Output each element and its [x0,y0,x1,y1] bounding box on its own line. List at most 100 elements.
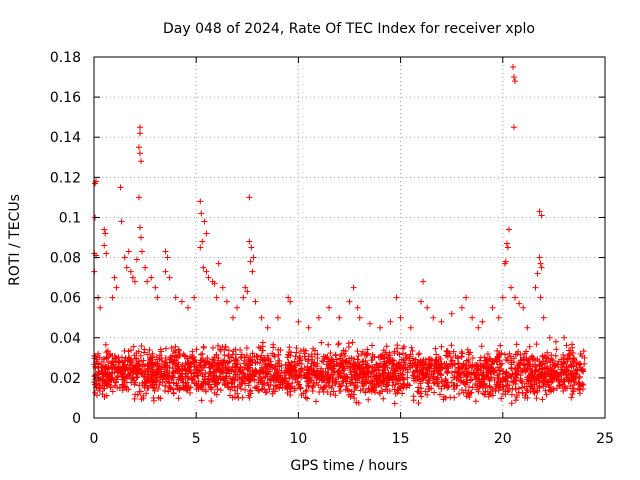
data-point [424,370,431,377]
data-point [465,389,472,396]
data-point [129,363,136,370]
data-point [327,350,334,357]
data-point [206,370,213,377]
data-point [565,367,572,374]
data-point [465,359,472,366]
data-point [120,368,127,375]
data-point [215,379,222,386]
data-point [185,368,192,375]
data-point [348,388,355,395]
data-point [231,360,238,367]
data-point [546,334,553,341]
data-point [286,344,293,351]
data-point [305,374,312,381]
data-point [277,347,284,354]
data-point [137,388,144,395]
y-tick-label: 0.18 [50,50,81,66]
data-point [267,381,274,388]
data-point [148,274,155,281]
data-point [391,350,398,357]
data-point [480,371,487,378]
data-point [166,384,173,391]
data-point [345,343,352,350]
data-point [259,368,266,375]
data-point [190,355,197,362]
data-point [351,368,358,375]
data-point [359,361,366,368]
data-point [140,395,147,402]
data-point [245,382,252,389]
data-point [150,379,157,386]
data-point [269,390,276,397]
data-point [300,390,307,397]
data-point [118,354,125,361]
data-point [434,379,441,386]
data-point [560,351,567,358]
data-point [284,367,291,374]
data-point [435,354,442,361]
data-point [368,385,375,392]
data-point [149,350,156,357]
data-point [510,64,517,71]
data-point [116,358,123,365]
data-point [159,379,166,386]
data-point [435,383,442,390]
data-point [287,370,294,377]
data-point [93,392,100,399]
data-point [103,392,110,399]
data-point [438,378,445,385]
data-point [498,366,505,373]
data-point [383,343,390,350]
data-point [575,374,582,381]
data-point [228,367,235,374]
data-point [304,382,311,389]
data-point [556,382,563,389]
data-point [95,384,102,391]
data-point [142,264,149,271]
data-point [96,388,103,395]
data-point [501,351,508,358]
data-point [258,314,265,321]
data-point [251,373,258,380]
data-point [159,357,166,364]
data-point [294,360,301,367]
data-point [380,395,387,402]
data-point [242,386,249,393]
data-point [162,362,169,369]
data-point [515,348,522,355]
data-point [576,386,583,393]
data-point [199,238,206,245]
data-point [97,304,104,311]
data-point [202,369,209,376]
data-point [110,363,117,370]
data-point [238,351,245,358]
data-point [527,361,534,368]
data-point [351,395,358,402]
data-point [567,382,574,389]
data-point [502,388,509,395]
data-point [526,377,533,384]
data-point [541,365,548,372]
data-point [201,218,208,225]
data-point [515,368,522,375]
data-point [488,364,495,371]
data-point [385,377,392,384]
data-point [304,395,311,402]
data-point [332,379,339,386]
data-point [407,362,414,369]
data-point [252,298,259,305]
data-point [234,390,241,397]
data-point [378,382,385,389]
data-point [279,378,286,385]
data-point [313,375,320,382]
data-point [131,395,138,402]
data-point [524,357,531,364]
data-point [568,349,575,356]
data-point [225,353,232,360]
data-point [498,395,505,402]
data-point [385,369,392,376]
data-point [111,274,118,281]
data-point [146,361,153,368]
data-point [121,254,128,261]
data-point [319,358,326,365]
